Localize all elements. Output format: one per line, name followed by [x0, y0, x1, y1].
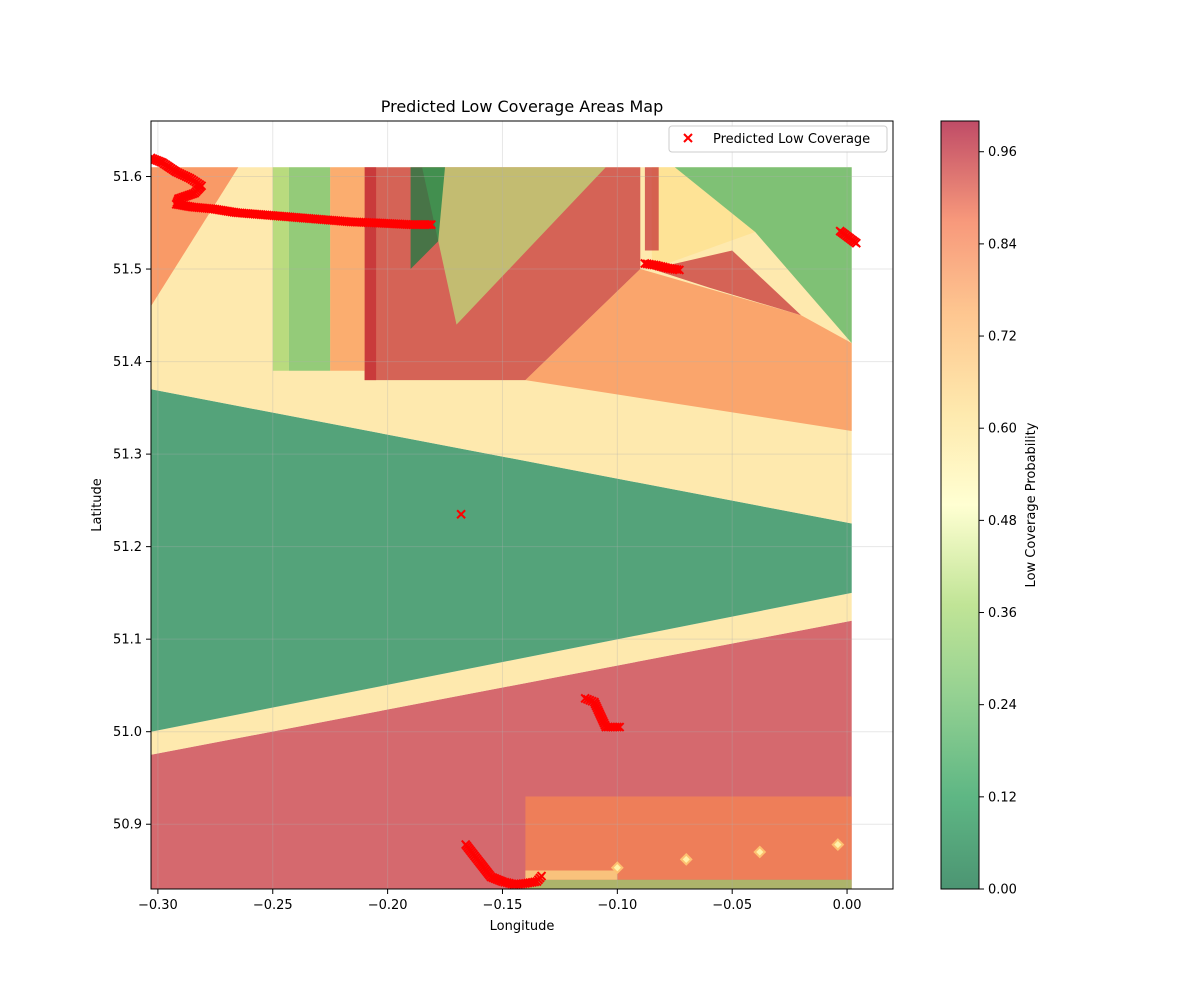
colorbar-tick-label: 0.72: [988, 330, 1017, 345]
probability-field: [151, 167, 852, 889]
y-tick-label: 51.6: [113, 170, 142, 185]
y-tick-label: 50.9: [113, 818, 142, 833]
edge-marker-0: [610, 861, 624, 875]
probability-region-6: [525, 870, 618, 880]
legend-box: [668, 125, 888, 153]
y-tick-label: 51.1: [113, 633, 142, 648]
probability-region-14: [410, 167, 445, 269]
colorbar: 0.00 0.12 0.24 0.36 0.48 0.60 0.72 0.84 0.96 Low…: [940, 120, 1039, 898]
y-tick-label: 51.3: [113, 448, 142, 463]
colorbar-label: Low Coverage Probability: [1024, 422, 1039, 587]
x-tick-label: −0.30: [138, 898, 178, 913]
x-tick-label: −0.25: [253, 898, 293, 913]
point-marker: [536, 871, 547, 881]
edge-markers: [610, 838, 845, 875]
y-tick-label: 51.5: [113, 263, 142, 278]
point-marker-dense: [612, 722, 623, 732]
legend: Predicted Low Coverage: [668, 125, 888, 153]
colorbar-tick-label: 0.00: [988, 883, 1017, 898]
colorbar-tick-label: 0.36: [988, 606, 1017, 621]
point-marker: [614, 722, 625, 732]
y-tick-label: 51.0: [113, 725, 142, 740]
x-tick-label: −0.20: [368, 898, 408, 913]
point-marker: [426, 219, 436, 230]
x-axis-label: Longitude: [490, 919, 555, 934]
probability-region-8: [525, 269, 852, 431]
x-axis: −0.30 −0.25 −0.20 −0.15 −0.10 −0.05 0.00: [138, 889, 862, 913]
y-tick-label: 51.4: [113, 355, 142, 370]
colorbar-tick-label: 0.84: [988, 237, 1017, 252]
y-axis-label: Latitude: [90, 478, 105, 532]
point-marker: [674, 265, 685, 275]
edge-marker-3: [831, 838, 845, 851]
probability-region-9: [651, 250, 802, 316]
x-tick-label: −0.15: [483, 898, 523, 913]
probability-region-1: [151, 592, 852, 755]
axes-frame: [150, 120, 894, 890]
probability-region-10: [651, 167, 756, 269]
colorbar-tick-label: 0.96: [988, 145, 1017, 160]
colorbar-tick-label: 0.48: [988, 514, 1017, 529]
plot-area: [151, 121, 893, 889]
low-coverage-points: [151, 153, 861, 889]
gridlines: [151, 121, 893, 889]
edge-marker-1: [679, 852, 693, 866]
legend-marker-icon: [683, 133, 693, 143]
point-marker-dense: [672, 264, 682, 275]
point-marker-dense: [424, 219, 434, 230]
edge-marker-2: [753, 845, 767, 859]
point-marker: [456, 509, 466, 519]
x-tick-label: 0.00: [833, 898, 862, 913]
y-tick-label: 51.2: [113, 540, 142, 555]
probability-region-12: [674, 167, 852, 344]
chart-title: Predicted Low Coverage Areas Map: [381, 97, 664, 116]
point-marker: [851, 238, 861, 248]
probability-region-5: [525, 879, 852, 889]
colorbar-tick-label: 0.60: [988, 422, 1017, 437]
colorbar-ticks: 0.00 0.12 0.24 0.36 0.48 0.60 0.72 0.84 0.96: [979, 145, 1017, 898]
probability-region-2: [151, 389, 852, 732]
x-tick-label: −0.10: [597, 898, 637, 913]
x-tick-label: −0.05: [712, 898, 752, 913]
probability-region-11: [644, 167, 659, 251]
colorbar-tick-label: 0.12: [988, 790, 1017, 805]
y-axis: 50.9 51.0 51.1 51.2 51.3 51.4 51.5 51.6: [113, 170, 151, 833]
legend-label: Predicted Low Coverage: [713, 132, 870, 147]
probability-region-4: [525, 796, 852, 880]
probability-region-13: [422, 167, 606, 325]
colorbar-gradient: [940, 120, 980, 890]
probability-region-15: [364, 167, 377, 381]
colorbar-tick-label: 0.24: [988, 698, 1017, 713]
